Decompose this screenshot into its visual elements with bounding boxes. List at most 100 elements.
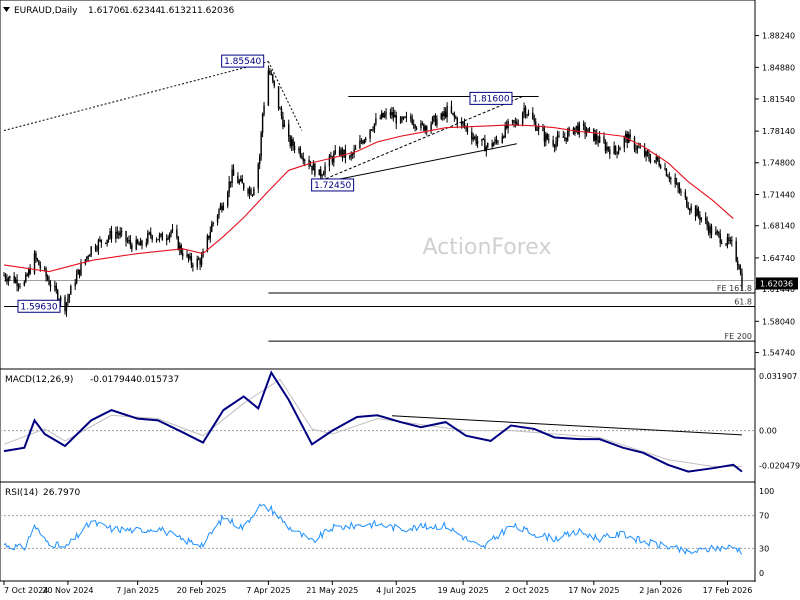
candle-body (619, 147, 621, 151)
candle-body (604, 142, 607, 151)
candle-body (704, 217, 707, 221)
candle-body (735, 241, 737, 261)
candle-body (107, 237, 110, 240)
candle-body (33, 252, 36, 274)
rsi-title: RSI(14) (5, 488, 38, 498)
candle-body (75, 274, 78, 284)
candle-body (484, 139, 486, 152)
candle-body (494, 139, 496, 144)
candle-body (216, 215, 219, 223)
candle-body (501, 136, 503, 143)
candle-body (594, 134, 596, 141)
candle-body (161, 233, 164, 241)
candle-body (391, 112, 393, 116)
candle-body (48, 279, 50, 285)
candle-body (670, 177, 672, 180)
x-tick-label: 21 May 2025 (306, 586, 358, 595)
candle-body (690, 206, 692, 211)
rsi-tick-label: 100 (759, 487, 774, 496)
candle-body (453, 113, 456, 117)
candle-body (26, 274, 28, 276)
candle-body (532, 112, 534, 120)
candle-body (558, 135, 560, 137)
candle-body (372, 129, 374, 131)
candle-body (603, 136, 605, 143)
candle-body (553, 145, 556, 148)
price-label: 1.72450 (314, 181, 351, 191)
candle-body (668, 177, 671, 180)
candle-body (292, 139, 294, 147)
candle-body (648, 153, 650, 159)
candle-body (649, 158, 652, 163)
candle-body (720, 242, 723, 244)
candle-body (302, 157, 304, 161)
candle-body (503, 136, 505, 138)
candle-body (99, 239, 101, 241)
candle-body (452, 112, 454, 114)
candle-body (523, 107, 525, 113)
candle-body (450, 105, 453, 113)
candle-body (542, 126, 544, 131)
macd-value-2: -0.015737 (133, 375, 179, 385)
candle-body (308, 159, 310, 166)
candle-body (434, 115, 437, 126)
candle-body (328, 155, 331, 167)
candle-body (78, 269, 81, 276)
candle-body (209, 231, 211, 239)
candle-body (607, 146, 610, 150)
candle-body (160, 233, 162, 236)
candle-body (314, 163, 316, 176)
candle-body (646, 151, 649, 154)
candle-body (150, 232, 152, 236)
dropdown-triangle-icon[interactable] (3, 7, 10, 12)
candle-body (707, 225, 710, 234)
candle-body (131, 244, 133, 250)
price-label-box (17, 299, 61, 313)
candle-body (562, 136, 565, 138)
candle-body (74, 283, 76, 286)
candle-body (212, 222, 214, 224)
candle-body (27, 269, 30, 276)
candle-body (729, 240, 732, 242)
price-label: 1.81600 (472, 94, 509, 104)
candle-body (9, 275, 11, 279)
candle-body (45, 269, 47, 277)
candle-body (320, 169, 322, 177)
candle-body (136, 239, 139, 244)
candle-body (86, 256, 88, 260)
candle-body (68, 294, 71, 299)
trendline (311, 96, 523, 185)
candle-body (237, 175, 239, 184)
candle-body (613, 146, 615, 155)
candle-body (309, 165, 312, 167)
candle-body (97, 240, 100, 250)
x-tick-label: 17 Feb 2026 (703, 586, 753, 595)
candle-body (385, 112, 387, 115)
watermark: ActionForex (423, 235, 552, 260)
candle-body (716, 231, 719, 233)
candle-body (514, 121, 517, 123)
candle-body (171, 229, 174, 231)
candle-body (279, 108, 281, 110)
candle-body (543, 130, 546, 142)
candle-body (373, 123, 376, 130)
candle-body (739, 269, 742, 274)
candle-body (460, 121, 463, 125)
candle-body (686, 197, 688, 207)
candle-body (67, 298, 69, 303)
ohlc-high: 1.62344 (124, 6, 161, 16)
candle-body (471, 131, 473, 140)
candle-body (219, 205, 222, 210)
candle-body (293, 146, 296, 150)
candle-body (341, 149, 344, 157)
candle-body (35, 252, 37, 259)
x-tick-label: 2 Jan 2026 (639, 586, 682, 595)
candle-body (321, 175, 323, 177)
candle-body (168, 233, 171, 239)
candle-body (392, 112, 395, 118)
candle-body (36, 258, 39, 261)
candle-body (334, 150, 336, 154)
candle-body (696, 208, 698, 217)
candle-body (263, 105, 265, 114)
candle-body (19, 285, 21, 287)
